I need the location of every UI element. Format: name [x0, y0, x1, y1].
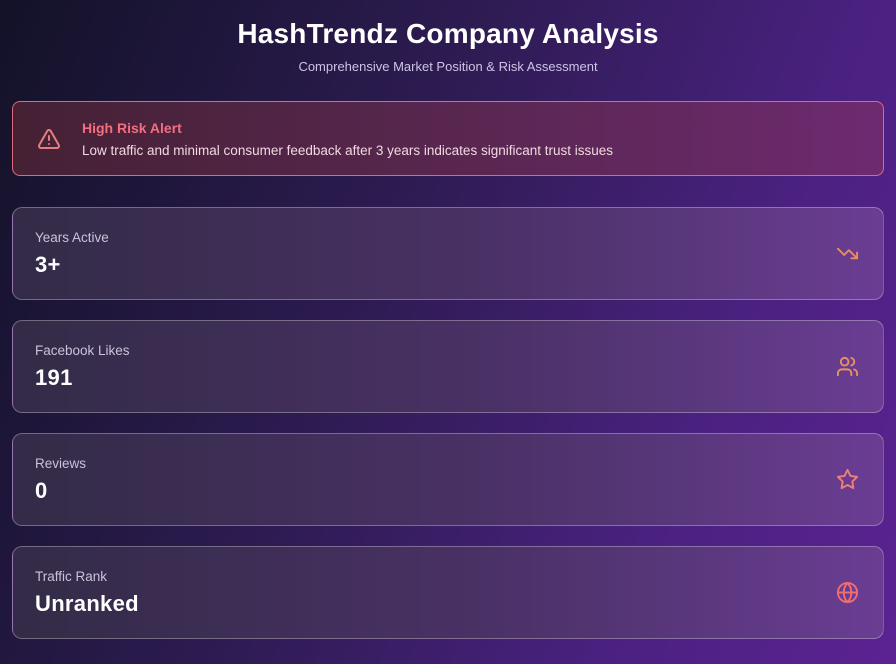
stat-card-list: Years Active 3+ Facebook Likes 191: [12, 207, 884, 639]
stat-card-facebook-likes: Facebook Likes 191: [12, 320, 884, 413]
alert-title: High Risk Alert: [82, 119, 182, 136]
stat-label: Years Active: [35, 229, 109, 245]
stat-value: 0: [35, 477, 48, 503]
stat-value: 3+: [35, 251, 61, 277]
alert-message: Low traffic and minimal consumer feedbac…: [82, 142, 613, 158]
company-analysis-page: HashTrendz Company Analysis Comprehensiv…: [12, 14, 884, 639]
page-header: HashTrendz Company Analysis Comprehensiv…: [12, 14, 884, 74]
stat-card-years-active: Years Active 3+: [12, 207, 884, 300]
stat-card-reviews: Reviews 0: [12, 433, 884, 526]
users-icon: [836, 355, 859, 378]
alert-triangle-icon: [37, 127, 61, 151]
page-title: HashTrendz Company Analysis: [237, 18, 659, 49]
trending-down-icon: [836, 242, 859, 265]
stat-text-block: Facebook Likes 191: [35, 343, 130, 391]
stat-label: Reviews: [35, 455, 87, 471]
stat-text-block: Years Active 3+: [35, 230, 109, 278]
stat-text-block: Traffic Rank Unranked: [35, 569, 139, 617]
high-risk-alert-banner: High Risk Alert Low traffic and minimal …: [12, 101, 884, 176]
page-subtitle: Comprehensive Market Position & Risk Ass…: [298, 59, 598, 74]
globe-icon: [836, 581, 859, 604]
stat-card-traffic-rank: Traffic Rank Unranked: [12, 546, 884, 639]
stat-value: Unranked: [35, 590, 139, 616]
stat-value: 191: [35, 364, 73, 390]
star-icon: [836, 468, 859, 491]
alert-text-block: High Risk Alert Low traffic and minimal …: [82, 120, 613, 158]
stat-label: Traffic Rank: [35, 568, 108, 584]
stat-label: Facebook Likes: [35, 342, 130, 358]
stat-text-block: Reviews 0: [35, 456, 86, 504]
